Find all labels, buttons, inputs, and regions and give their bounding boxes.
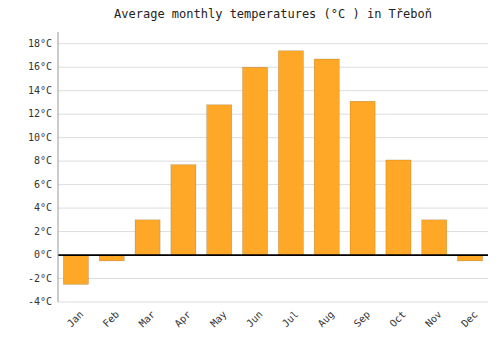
y-tick-labels: -4°C -2°C 0°C 2°C 4°C 6°C 8°C 10°C 12°C 14°C 16°C 1… [28, 38, 52, 307]
bar [63, 255, 88, 284]
y-tick-label: 2°C [34, 226, 52, 237]
x-tick-labels: Jan Feb Mar Apr May Jun Jul Aug Sep Oct Nov Dec [65, 309, 480, 330]
bar [171, 165, 196, 255]
y-tick-label: 16°C [28, 61, 52, 72]
y-tick-label: 0°C [34, 249, 52, 260]
grid-line [58, 184, 488, 185]
x-tick-label: Aug [316, 309, 337, 330]
y-tick-label: 4°C [34, 202, 52, 213]
bar [314, 59, 339, 255]
grid [58, 44, 488, 302]
y-tick-label: 8°C [34, 155, 52, 166]
y-tick-label: 14°C [28, 85, 52, 96]
grid-line [58, 90, 488, 91]
y-tick-label: 12°C [28, 108, 52, 119]
x-tick-label: Oct [387, 309, 408, 330]
x-tick-label: Feb [101, 309, 122, 330]
x-tick-label: Mar [137, 309, 158, 330]
bar [278, 51, 303, 255]
y-tick-label: -4°C [28, 296, 52, 307]
x-tick-label: Dec [459, 309, 480, 330]
y-tick-label: 6°C [34, 179, 52, 190]
x-tick-label: Jan [65, 309, 86, 330]
grid-line [58, 278, 488, 279]
grid-line [58, 67, 488, 68]
y-tick-label: 10°C [28, 132, 52, 143]
bar [135, 220, 160, 255]
y-tick-label: -2°C [28, 273, 52, 284]
y-tick-label: 18°C [28, 38, 52, 49]
chart: -4°C -2°C 0°C 2°C 4°C 6°C 8°C 10°C 12°C 14°C 16°C 1… [0, 0, 500, 350]
x-tick-label: Jun [244, 309, 265, 330]
x-tick-label: Apr [172, 309, 193, 330]
bar [350, 101, 375, 255]
y-axis-line [58, 32, 59, 302]
zero-line [58, 254, 488, 256]
bar [207, 105, 232, 255]
bars [63, 51, 482, 285]
grid-line [58, 302, 488, 303]
x-tick-label: Sep [352, 309, 373, 330]
grid-line [58, 255, 488, 256]
grid-line [58, 208, 488, 209]
title: Average monthly temperatures (°C ) in Tř… [114, 7, 432, 21]
grid-line [58, 43, 488, 44]
x-tick-label: May [208, 309, 229, 330]
bar [386, 160, 411, 255]
bar [422, 220, 447, 255]
grid-line [58, 114, 488, 115]
bar [243, 67, 268, 255]
grid-line [58, 161, 488, 162]
x-tick-label: Jul [280, 309, 301, 330]
grid-line [58, 137, 488, 138]
x-tick-label: Nov [423, 309, 444, 330]
